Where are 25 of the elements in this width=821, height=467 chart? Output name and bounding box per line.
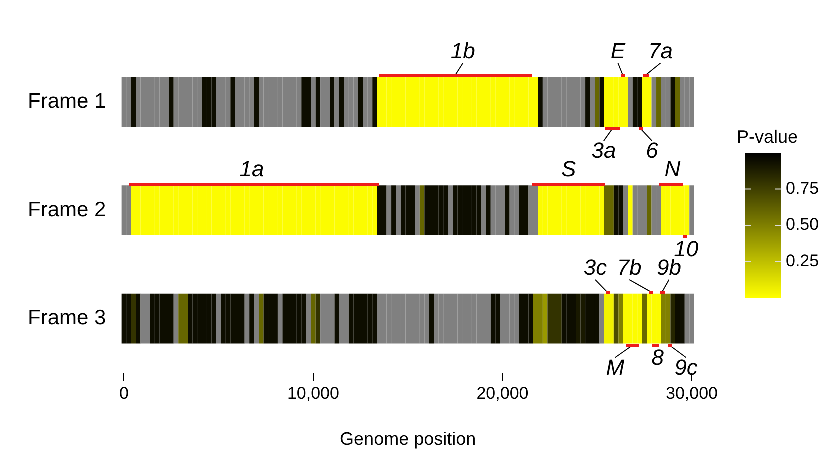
annotation: N	[664, 156, 681, 182]
annotation: 7a	[648, 38, 674, 64]
color-bar-label: 0.25	[786, 251, 820, 270]
annotation: 8	[652, 344, 665, 370]
annotation: 1b	[450, 38, 476, 64]
annotation: S	[561, 156, 576, 182]
color-bar-title: P-value	[737, 126, 798, 147]
x-axis-title: Genome position	[340, 429, 476, 450]
y-tick-label: Frame 2	[28, 198, 106, 222]
annotation: 6	[646, 138, 660, 164]
color-bar-label: 0.50	[786, 215, 820, 234]
annotation: 3c	[584, 255, 608, 280]
x-tick-label: 0	[119, 384, 129, 403]
annotation: 1a	[240, 156, 264, 182]
annotation: 3a	[592, 138, 616, 164]
x-tick-label: 30,000	[666, 384, 718, 403]
x-tick-label: 20,000	[476, 384, 529, 403]
annotation: E	[610, 38, 626, 64]
annotation: M	[606, 354, 626, 380]
annotation: 9c	[674, 354, 698, 380]
y-tick-label: Frame 3	[28, 306, 106, 330]
color-bar-label: 0.75	[786, 178, 820, 198]
y-tick-label: Frame 1	[28, 90, 106, 113]
annotation: 7b	[617, 255, 642, 280]
x-tick-label: 10,000	[287, 384, 340, 403]
